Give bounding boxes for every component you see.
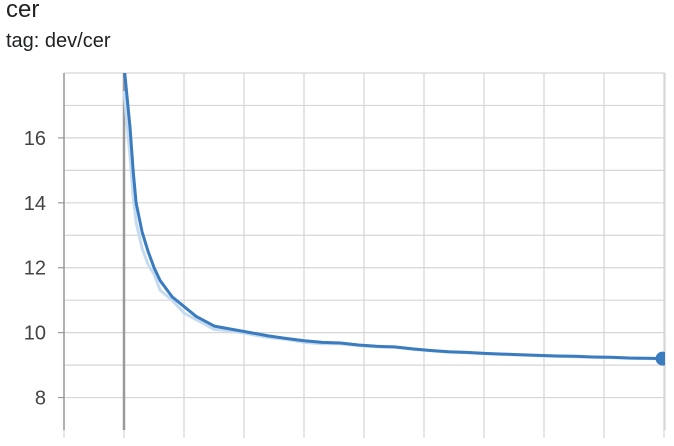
last-point-marker (655, 351, 665, 366)
y-tick-label: 10 (24, 323, 46, 345)
raw-series-line (122, 91, 665, 361)
chart-axes (58, 73, 666, 430)
y-tick-label: 8 (35, 388, 46, 410)
chart-tag: tag: dev/cer (6, 30, 111, 52)
smoothed-series-line (123, 73, 665, 361)
chart-grid (63, 72, 665, 438)
y-tick-label: 12 (24, 258, 46, 280)
chart-title: cer (6, 0, 40, 23)
y-tick-label: 16 (24, 128, 46, 150)
y-axis-tick-labels: 8 10 12 14 16 (24, 128, 46, 410)
y-tick-label: 14 (24, 193, 46, 215)
chart-lines (122, 73, 665, 366)
